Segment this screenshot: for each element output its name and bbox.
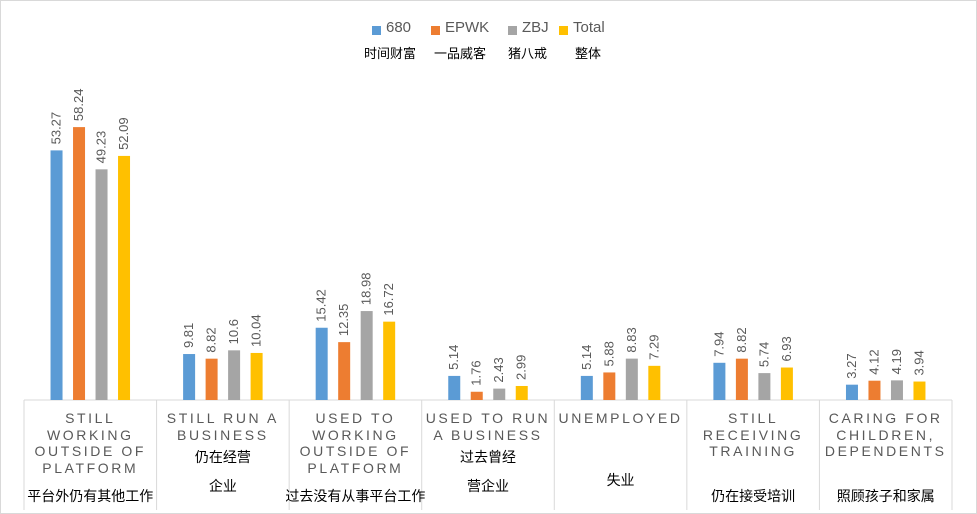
bar-total-4 [648,365,661,400]
bar-zbj-2 [360,311,373,400]
bar-total-6 [913,381,926,400]
bar-epwk-0 [73,127,86,400]
bar-epwk-3 [470,391,483,400]
data-label: 15.42 [314,289,329,322]
category-label-cn: 仍在接受培训 [711,489,796,505]
bar-total-1 [250,352,263,400]
category-label: STILL WORKING OUTSIDE OF PLATFORM [34,410,147,476]
category-label: STILL RUN A BUSINESS [166,410,279,443]
category-label-cn: 失业 [606,473,635,489]
data-label: 3.94 [911,350,926,375]
legend-cn-total: 整体 [575,47,602,62]
legend-cn-680: 时间财富 [364,47,417,62]
legend-swatch-epwk [431,26,440,35]
legend-swatch-680 [372,26,381,35]
bar-zbj-1 [228,350,241,400]
category-label: UNEMPLOYED [558,410,683,426]
bar-epwk-5 [735,358,748,400]
bar-680-3 [448,375,461,400]
data-label: 8.83 [624,327,639,352]
legend-swatch-zbj [508,26,517,35]
bar-zbj-4 [625,358,638,400]
data-label: 2.43 [491,357,506,382]
legend-label-680: 680 [386,19,412,36]
data-label: 12.35 [336,304,351,337]
data-label: 9.81 [181,323,196,348]
data-label: 52.09 [116,117,131,150]
data-label: 7.29 [646,335,661,360]
data-label: 5.14 [446,345,461,370]
bar-680-1 [183,354,196,400]
data-label: 5.88 [601,341,616,366]
bar-zbj-6 [890,380,903,400]
bar-680-5 [713,362,726,400]
category-label: USED TO RUN A BUSINESS [425,410,551,443]
data-label: 10.04 [249,314,264,347]
bar-zbj-3 [493,388,506,400]
bar-zbj-5 [758,373,771,400]
category-label: CARING FOR CHILDREN, DEPENDENTS [824,410,947,459]
data-label: 49.23 [94,131,109,164]
data-label: 8.82 [204,327,219,352]
data-label: 1.76 [469,360,484,385]
data-label: 53.27 [49,112,64,145]
chart-legend: 680 EPWK ZBJ Total 时间财富 一品威客 猪八戒 整体 [0,18,977,64]
bar-680-2 [315,327,328,400]
category-label-cn: 过去没有从事平台工作 [285,489,426,505]
category-label-cn: 仍在经营 [194,450,251,466]
data-label: 4.19 [889,349,904,374]
data-label: 4.12 [866,349,881,374]
bar-680-0 [50,150,63,400]
data-label: 16.72 [381,283,396,316]
category-label: STILL RECEIVING TRAINING [702,410,804,459]
bar-epwk-4 [603,372,616,400]
bar-epwk-2 [338,342,351,400]
bar-total-3 [515,385,528,400]
category-label-cn: 过去曾经 [460,450,516,466]
legend-label-epwk: EPWK [445,19,490,36]
bar-zbj-0 [95,169,108,400]
data-label: 18.98 [359,273,374,306]
data-label: 3.27 [844,353,859,378]
data-label: 2.99 [514,355,529,380]
legend-swatch-total [559,26,568,35]
data-label: 8.82 [734,327,749,352]
category-label-cn: 营企业 [467,479,509,495]
bar-total-0 [118,155,131,400]
bar-680-4 [580,375,593,400]
legend-cn-zbj: 猪八戒 [508,47,548,62]
data-label: 5.74 [756,342,771,367]
legend-label-total: Total [573,19,605,36]
legend-cn-epwk: 一品威客 [434,47,487,62]
category-label-cn: 照顾孩子和家属 [836,489,935,505]
bar-epwk-1 [205,358,218,400]
data-label: 10.6 [226,319,241,344]
data-label: 7.94 [711,331,726,356]
bar-680-6 [845,384,858,400]
data-label: 5.14 [579,345,594,370]
data-label: 6.93 [779,336,794,361]
category-label-cn: 企业 [208,479,237,495]
bar-total-5 [780,367,793,400]
data-label: 58.24 [71,89,86,122]
category-label-cn: 平台外仍有其他工作 [27,489,154,505]
legend-label-zbj: ZBJ [522,19,549,36]
bar-epwk-6 [868,380,881,400]
bar-total-2 [383,321,396,400]
category-label: USED TO WORKING OUTSIDE OF PLATFORM [299,410,412,476]
